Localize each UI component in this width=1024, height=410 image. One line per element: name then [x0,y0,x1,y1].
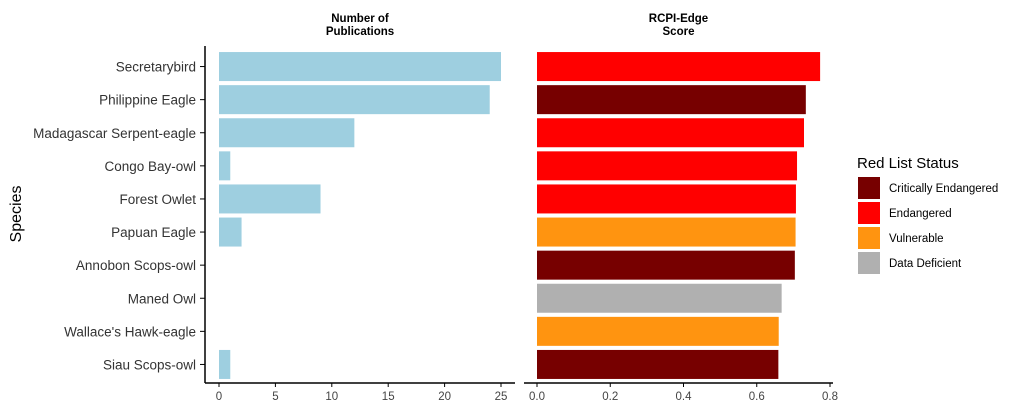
x-tick-label: 0.0 [529,391,545,403]
category-label: Secretarybird [116,60,196,75]
category-label: Annobon Scops-owl [76,258,196,273]
bar [537,283,782,313]
x-tick-label: 15 [382,391,395,403]
bar [537,184,796,214]
x-tick-label: 10 [325,391,338,403]
bar [537,217,796,247]
category-label: Wallace's Hawk-eagle [64,324,196,339]
category-label: Siau Scops-owl [103,357,196,372]
category-label: Congo Bay-owl [104,159,196,174]
bar [537,52,821,82]
legend-label: Critically Endangered [889,183,998,195]
legend-swatch [858,202,880,224]
bar [219,151,231,181]
x-tick-label: 0.6 [749,391,765,403]
x-tick-label: 20 [438,391,451,403]
bar [537,85,806,115]
panel-title: Number of [331,13,389,25]
category-label: Papuan Eagle [111,225,196,240]
bar [219,349,231,379]
x-tick-label: 25 [495,391,508,403]
bar [537,151,798,181]
category-label: Maned Owl [128,291,196,306]
legend-label: Data Deficient [889,258,962,270]
bar [537,316,779,346]
legend-swatch [858,252,880,274]
category-label: Forest Owlet [119,192,196,207]
category-label: Madagascar Serpent-eagle [33,126,196,141]
bar [219,85,490,115]
bar [219,52,501,82]
category-label: Philippine Eagle [99,93,196,108]
legend-swatch [858,177,880,199]
x-tick-label: 5 [272,391,278,403]
y-axis-title: Species [8,186,25,243]
panel-title: Score [663,26,695,38]
bar [219,184,321,214]
bar [537,250,795,280]
legend-title: Red List Status [857,155,959,172]
legend-swatch [858,227,880,249]
x-tick-label: 0 [216,391,222,403]
bar [219,118,355,148]
bar [537,118,804,148]
bar [219,217,242,247]
x-tick-label: 0.4 [676,391,693,403]
x-tick-label: 0.8 [822,391,838,403]
bar [537,349,779,379]
panel-title: RCPI-Edge [649,13,708,25]
legend-label: Endangered [889,208,952,220]
legend-label: Vulnerable [889,233,944,245]
x-tick-label: 0.2 [602,391,618,403]
panel-title: Publications [326,26,394,38]
